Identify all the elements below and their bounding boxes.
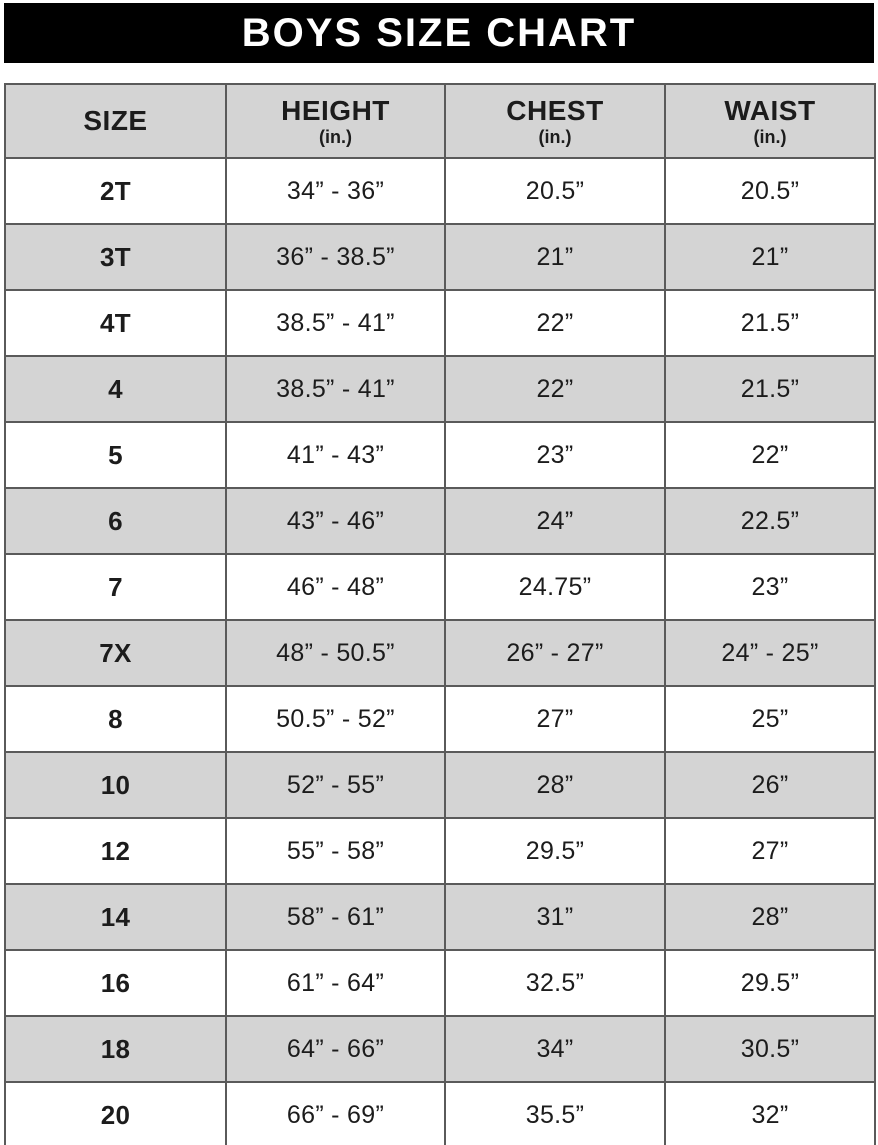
measurement-cell: 24” - 25” [664, 619, 876, 687]
measurement-cell: 27” [444, 685, 666, 753]
measurement-cell: 22.5” [664, 487, 876, 555]
table-row: 10 52” - 55” 28” 26” [4, 751, 876, 819]
column-header-size: SIZE [4, 83, 227, 159]
size-cell: 18 [4, 1015, 227, 1083]
measurement-cell: 52” - 55” [225, 751, 446, 819]
measurement-cell: 34” - 36” [225, 157, 446, 225]
measurement-cell: 23” [444, 421, 666, 489]
measurement-cell: 31” [444, 883, 666, 951]
measurement-cell: 61” - 64” [225, 949, 446, 1017]
column-header-waist: WAIST (in.) [664, 83, 876, 159]
size-cell: 20 [4, 1081, 227, 1145]
size-cell: 7 [4, 553, 227, 621]
table-row: 7 46” - 48” 24.75” 23” [4, 553, 876, 621]
column-header-height: HEIGHT (in.) [225, 83, 446, 159]
measurement-cell: 20.5” [664, 157, 876, 225]
column-label: SIZE [83, 104, 148, 136]
measurement-cell: 20.5” [444, 157, 666, 225]
measurement-cell: 64” - 66” [225, 1015, 446, 1083]
table-row: 16 61” - 64” 32.5” 29.5” [4, 949, 876, 1017]
page-title: BOYS SIZE CHART [241, 10, 637, 55]
measurement-cell: 27” [664, 817, 876, 885]
measurement-cell: 50.5” - 52” [225, 685, 446, 753]
boys-size-chart-table: SIZE HEIGHT (in.) CHEST (in.) WAIST (in.… [4, 83, 876, 1145]
size-cell: 6 [4, 487, 227, 555]
measurement-cell: 22” [664, 421, 876, 489]
column-unit: (in.) [538, 126, 572, 147]
title-banner: BOYS SIZE CHART [4, 3, 874, 63]
measurement-cell: 32” [664, 1081, 876, 1145]
size-cell: 12 [4, 817, 227, 885]
size-cell: 5 [4, 421, 227, 489]
size-cell: 10 [4, 751, 227, 819]
table-row: 8 50.5” - 52” 27” 25” [4, 685, 876, 753]
header-row: SIZE HEIGHT (in.) CHEST (in.) WAIST (in.… [4, 83, 876, 159]
measurement-cell: 28” [444, 751, 666, 819]
measurement-cell: 22” [444, 355, 666, 423]
measurement-cell: 46” - 48” [225, 553, 446, 621]
table-row: 4T 38.5” - 41” 22” 21.5” [4, 289, 876, 357]
size-cell: 2T [4, 157, 227, 225]
measurement-cell: 25” [664, 685, 876, 753]
measurement-cell: 28” [664, 883, 876, 951]
table-row: 4 38.5” - 41” 22” 21.5” [4, 355, 876, 423]
measurement-cell: 38.5” - 41” [225, 289, 446, 357]
measurement-cell: 55” - 58” [225, 817, 446, 885]
measurement-cell: 21” [444, 223, 666, 291]
measurement-cell: 43” - 46” [225, 487, 446, 555]
table-row: 3T 36” - 38.5” 21” 21” [4, 223, 876, 291]
size-cell: 8 [4, 685, 227, 753]
table-row: 5 41” - 43” 23” 22” [4, 421, 876, 489]
size-cell: 14 [4, 883, 227, 951]
measurement-cell: 23” [664, 553, 876, 621]
size-table-body: 2T 34” - 36” 20.5” 20.5” 3T 36” - 38.5” 21” 21”… [4, 157, 876, 1145]
table-row: 12 55” - 58” 29.5” 27” [4, 817, 876, 885]
measurement-cell: 48” - 50.5” [225, 619, 446, 687]
measurement-cell: 36” - 38.5” [225, 223, 446, 291]
measurement-cell: 21.5” [664, 355, 876, 423]
measurement-cell: 66” - 69” [225, 1081, 446, 1145]
size-cell: 4T [4, 289, 227, 357]
measurement-cell: 21.5” [664, 289, 876, 357]
table-row: 18 64” - 66” 34” 30.5” [4, 1015, 876, 1083]
table-row: 6 43” - 46” 24” 22.5” [4, 487, 876, 555]
column-unit: (in.) [319, 126, 352, 147]
column-header-chest: CHEST (in.) [444, 83, 666, 159]
measurement-cell: 32.5” [444, 949, 666, 1017]
table-row: 14 58” - 61” 31” 28” [4, 883, 876, 951]
measurement-cell: 41” - 43” [225, 421, 446, 489]
table-header: SIZE HEIGHT (in.) CHEST (in.) WAIST (in.… [4, 83, 876, 159]
table-row: 7X 48” - 50.5” 26” - 27” 24” - 25” [4, 619, 876, 687]
column-label: WAIST [724, 94, 816, 126]
measurement-cell: 26” [664, 751, 876, 819]
size-cell: 3T [4, 223, 227, 291]
table-row: 20 66” - 69” 35.5” 32” [4, 1081, 876, 1145]
measurement-cell: 58” - 61” [225, 883, 446, 951]
measurement-cell: 38.5” - 41” [225, 355, 446, 423]
measurement-cell: 26” - 27” [444, 619, 666, 687]
measurement-cell: 24” [444, 487, 666, 555]
size-cell: 7X [4, 619, 227, 687]
measurement-cell: 22” [444, 289, 666, 357]
column-label: CHEST [506, 94, 604, 126]
measurement-cell: 35.5” [444, 1081, 666, 1145]
size-cell: 4 [4, 355, 227, 423]
size-cell: 16 [4, 949, 227, 1017]
table-row: 2T 34” - 36” 20.5” 20.5” [4, 157, 876, 225]
column-label: HEIGHT [281, 94, 390, 126]
measurement-cell: 30.5” [664, 1015, 876, 1083]
measurement-cell: 24.75” [444, 553, 666, 621]
measurement-cell: 34” [444, 1015, 666, 1083]
measurement-cell: 21” [664, 223, 876, 291]
measurement-cell: 29.5” [664, 949, 876, 1017]
measurement-cell: 29.5” [444, 817, 666, 885]
column-unit: (in.) [753, 126, 787, 147]
